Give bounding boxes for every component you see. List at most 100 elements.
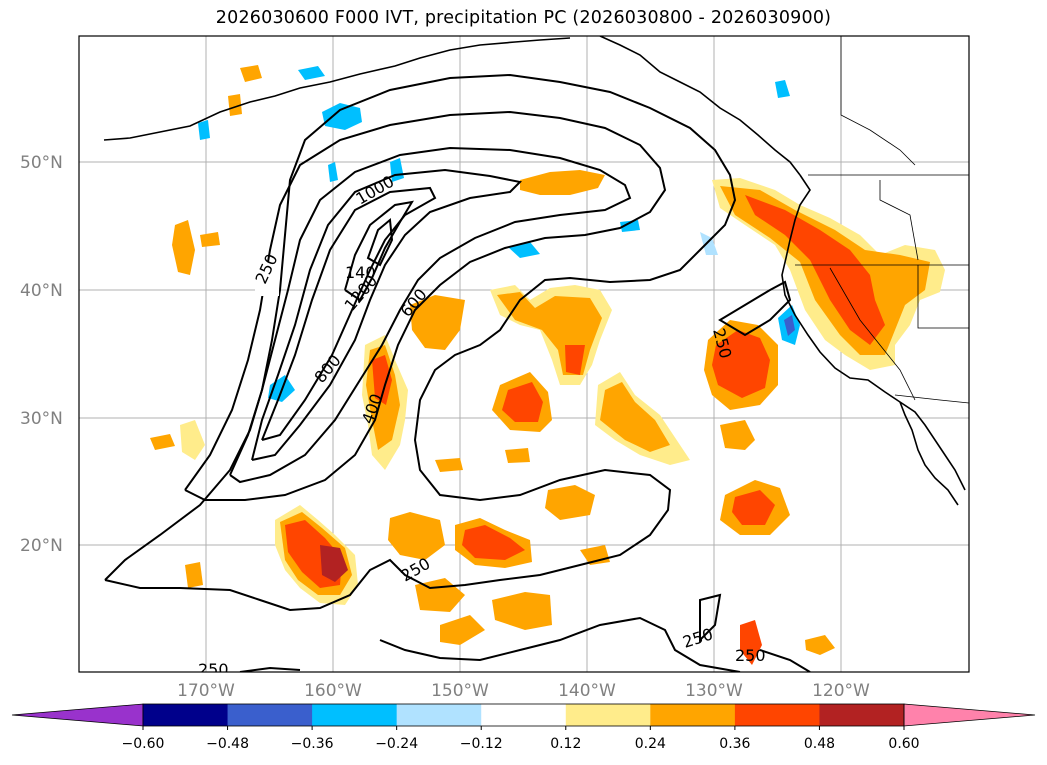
coast-baja: [899, 401, 959, 506]
longitude-labels: 170°W 160°W 150°W 140°W 130°W 120°W: [177, 681, 870, 701]
contour-label: 250: [735, 646, 766, 665]
ivt-contour-1200: [344, 200, 414, 302]
ivt-contour-250-bottom: [239, 666, 301, 672]
precip-patch-south-5: [492, 592, 552, 630]
coast-alaska: [103, 36, 801, 176]
precip-patch-small-6: [185, 562, 203, 588]
precip-neg-9: [700, 232, 718, 255]
coastlines: [103, 36, 966, 506]
precip-patch-small-8: [505, 448, 530, 463]
colorbar-tick-label: 0.60: [888, 736, 919, 752]
lat-label: 50°N: [20, 153, 63, 173]
border-state-4: [917, 265, 969, 329]
colorbar-tick-label: 0.48: [804, 736, 835, 752]
colorbar-swatch: [734, 704, 820, 726]
precip-neg-2: [298, 66, 325, 80]
precip-patch-central-3b: [502, 382, 543, 422]
precip-patch-central-7: [410, 295, 465, 350]
precip-patch-small-9: [200, 232, 220, 247]
border-alaska-canada: [840, 36, 916, 166]
colorbar: −0.60 −0.48 −0.36 −0.24 −0.12 0.12 0.24 0.36 0.4…: [11, 703, 1036, 752]
political-borders: [795, 36, 969, 404]
plot-title: 2026030600 F000 IVT, precipitation PC (2…: [215, 8, 832, 28]
colorbar-tick-label: 0.36: [719, 736, 750, 752]
border-state-3: [829, 267, 916, 401]
colorbar-swatch: [565, 704, 651, 726]
precip-patch-central-4b: [600, 382, 670, 452]
precip-neg-7b: [784, 315, 795, 336]
colorbar-tick-label: −0.12: [460, 736, 503, 752]
precip-patch-small-3: [180, 420, 205, 460]
colorbar-swatch: [227, 704, 313, 726]
ivt-contour-250-br: [759, 649, 811, 672]
ivt-contour-600: [229, 146, 632, 484]
lon-label: 160°W: [304, 681, 362, 701]
colorbar-tick-label: −0.36: [291, 736, 334, 752]
precip-patch-small-2: [150, 434, 175, 450]
lon-label: 150°W: [431, 681, 489, 701]
precip-neg-10: [775, 80, 790, 98]
ivt-contour-250-se: [718, 280, 792, 337]
ivt-contour-250-south2: [699, 593, 722, 643]
coast-bc: [781, 174, 966, 491]
precip-neg-6: [620, 220, 640, 232]
precip-neg-11: [328, 162, 338, 182]
latitude-labels: 50°N 40°N 30°N 20°N: [20, 153, 63, 556]
precip-neg-1: [322, 103, 362, 130]
lon-label: 130°W: [685, 681, 743, 701]
precip-patch-south-7: [545, 485, 595, 520]
colorbar-tick-label: 0.12: [550, 736, 581, 752]
precip-patch-south-2b: [462, 525, 525, 560]
ivt-contour-800: [251, 168, 523, 461]
precip-positive-patches: [150, 65, 945, 665]
lat-label: 40°N: [20, 281, 63, 301]
precip-patch-central-5b: [712, 330, 770, 398]
precip-patch-small-5: [228, 94, 242, 116]
colorbar-tick-label: −0.60: [122, 736, 165, 752]
map-background: [79, 36, 969, 672]
precip-patch-south-9: [805, 635, 835, 655]
precip-patch-south-8: [740, 620, 762, 665]
precip-patch-small-7: [435, 458, 463, 472]
precip-patch-central-9: [720, 420, 755, 450]
precip-patch-west-coast-high: [745, 195, 885, 345]
colorbar-swatch: [143, 704, 229, 726]
lon-label: 170°W: [177, 681, 235, 701]
ivt-contour-250-south: [379, 616, 741, 672]
border-state-2: [879, 180, 919, 261]
precip-patch-small-1: [172, 220, 195, 275]
colorbar-swatch: [312, 704, 398, 726]
colorbar-swatch: [481, 704, 567, 726]
colorbar-tick-label: −0.48: [206, 736, 249, 752]
ivt-contour-250-outer: [104, 73, 737, 612]
precip-patch-central-1c: [372, 355, 392, 405]
precip-patch-central-8: [520, 170, 605, 195]
lon-label: 120°W: [812, 681, 870, 701]
contour-label: 250: [198, 660, 229, 679]
colorbar-swatch: [650, 704, 736, 726]
ivt-contours: [104, 73, 811, 672]
colorbar-tick-label: −0.24: [375, 736, 418, 752]
precip-patch-central-6b: [732, 490, 775, 525]
colorbar-frame: [142, 703, 905, 727]
colorbar-extend-low: [11, 703, 144, 727]
precip-patch-south-6: [440, 615, 485, 645]
precip-patch-small-4: [240, 65, 262, 82]
border-us-mexico: [894, 394, 969, 404]
precip-patch-central-2c: [565, 345, 585, 375]
ivt-contour-1000: [261, 186, 437, 441]
colorbar-extend-high: [903, 703, 1036, 727]
ivt-contour-1400: [366, 218, 394, 267]
colorbar-tick-label: 0.24: [635, 736, 666, 752]
contour-label: 140: [345, 263, 376, 282]
lat-label: 30°N: [20, 409, 63, 429]
colorbar-swatch: [396, 704, 482, 726]
ivt-contour-400: [184, 110, 667, 501]
precip-patch-south-1d: [320, 545, 348, 582]
colorbar-swatch: [819, 704, 905, 726]
map-frame: [78, 35, 970, 673]
lat-label: 20°N: [20, 536, 63, 556]
precip-neg-3: [198, 120, 210, 140]
precip-patch-south-3: [388, 512, 445, 560]
